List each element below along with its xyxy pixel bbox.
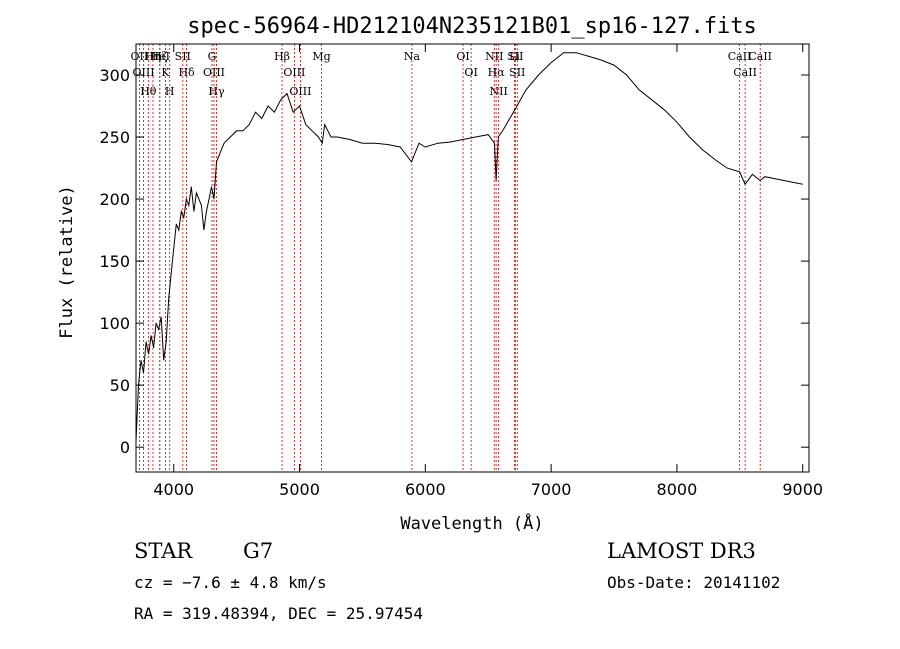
line-label: Li (509, 50, 520, 63)
y-tick-label: 100 (99, 314, 130, 333)
y-tick-label: 50 (110, 376, 130, 395)
line-label: G (208, 50, 217, 63)
line-label: SII (175, 50, 191, 63)
line-label: Hα (488, 66, 506, 79)
line-label: OIII (283, 66, 305, 79)
line-label: OI (464, 66, 477, 79)
axis-ticks: 4000 5000 6000 7000 8000 9000 0 50 100 150 200 250 3… (99, 44, 823, 499)
y-axis-label: Flux (relative) (57, 185, 77, 339)
y-tick-label: 200 (99, 190, 130, 209)
line-label: CaII (748, 50, 772, 63)
survey-label: LAMOST DR3 (607, 539, 756, 563)
line-label: OI (456, 50, 469, 63)
coords-label: RA = 319.48394, DEC = 25.97454 (134, 604, 423, 623)
line-label: CaII (733, 66, 757, 79)
line-label: SII (507, 50, 523, 63)
line-label: Mg (312, 50, 330, 63)
x-tick-label: 9000 (782, 480, 823, 499)
line-label: HeI (150, 50, 170, 63)
line-label: OII (131, 50, 149, 63)
line-label: Hθ (140, 85, 157, 98)
x-tick-label: 7000 (531, 480, 572, 499)
spectrum-line (135, 52, 803, 442)
line-label: NII (490, 85, 508, 98)
chart-title: spec-56964-HD212104N235121B01_sp16-127.f… (187, 14, 757, 39)
x-tick-label: 4000 (153, 480, 194, 499)
obs-date-label: Obs-Date: 20141102 (607, 573, 781, 592)
line-label: OIII (203, 66, 225, 79)
x-tick-label: 6000 (405, 480, 446, 499)
x-axis-label: Wavelength (Å) (400, 512, 543, 534)
line-label: NII (485, 50, 503, 63)
line-label: H (165, 85, 175, 98)
line-label: SII (509, 66, 525, 79)
line-label: Na (404, 50, 421, 63)
line-label: Hγ (208, 85, 225, 98)
subclass-label: G7 (243, 539, 274, 563)
line-markers (138, 44, 761, 472)
x-tick-label: 8000 (657, 480, 698, 499)
plot-frame (135, 43, 810, 473)
class-label: STAR (134, 539, 193, 563)
y-tick-label: 250 (99, 128, 130, 147)
line-label: CaII (728, 50, 752, 63)
line-label: OIII (289, 85, 311, 98)
cz-label: cz = −7.6 ± 4.8 km/s (134, 573, 327, 592)
line-label: Hζ (152, 50, 168, 63)
line-label: K (161, 66, 170, 79)
y-tick-label: 0 (120, 438, 130, 457)
line-label: Hη (145, 50, 161, 63)
x-tick-label: 5000 (279, 480, 320, 499)
y-tick-label: 300 (99, 66, 130, 85)
line-label: Hδ (178, 66, 195, 79)
line-label: Hβ (274, 50, 290, 63)
y-tick-label: 150 (99, 252, 130, 271)
line-label: OIII (133, 66, 155, 79)
